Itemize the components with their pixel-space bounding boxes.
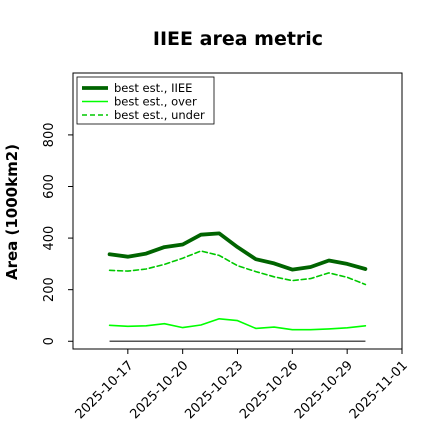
series-line-1 xyxy=(107,231,368,272)
series-layer xyxy=(107,231,368,343)
legend-label-2: best est., over xyxy=(114,95,197,109)
y-tick-label: 600 xyxy=(42,174,57,199)
x-tick-label: 2025-10-23 xyxy=(182,358,246,422)
x-axis: 2025-10-172025-10-202025-10-232025-10-26… xyxy=(73,349,411,422)
legend-frame xyxy=(76,76,215,125)
legend-label-3: best est., under xyxy=(114,108,205,122)
x-tick-label: 2025-10-26 xyxy=(237,358,301,422)
y-tick-label: 200 xyxy=(42,277,57,302)
x-tick-label: 2025-10-20 xyxy=(127,358,191,422)
y-axis-label: Area (1000km2) xyxy=(3,144,21,280)
series-line-3 xyxy=(108,250,367,286)
series-line-2 xyxy=(108,317,367,331)
y-tick-label: 0 xyxy=(42,337,57,345)
legend-label-1: best est., IIEE xyxy=(114,81,192,95)
y-tick-label: 800 xyxy=(42,122,57,147)
x-tick-label: 2025-10-17 xyxy=(73,358,137,422)
y-axis: 0 200 400 600 800 xyxy=(42,122,73,345)
x-tick-label: 2025-10-29 xyxy=(292,358,356,422)
chart-title: IIEE area metric xyxy=(153,28,323,50)
x-tick-label: 2025-11-01 xyxy=(347,358,411,422)
y-tick-label: 400 xyxy=(42,226,57,251)
